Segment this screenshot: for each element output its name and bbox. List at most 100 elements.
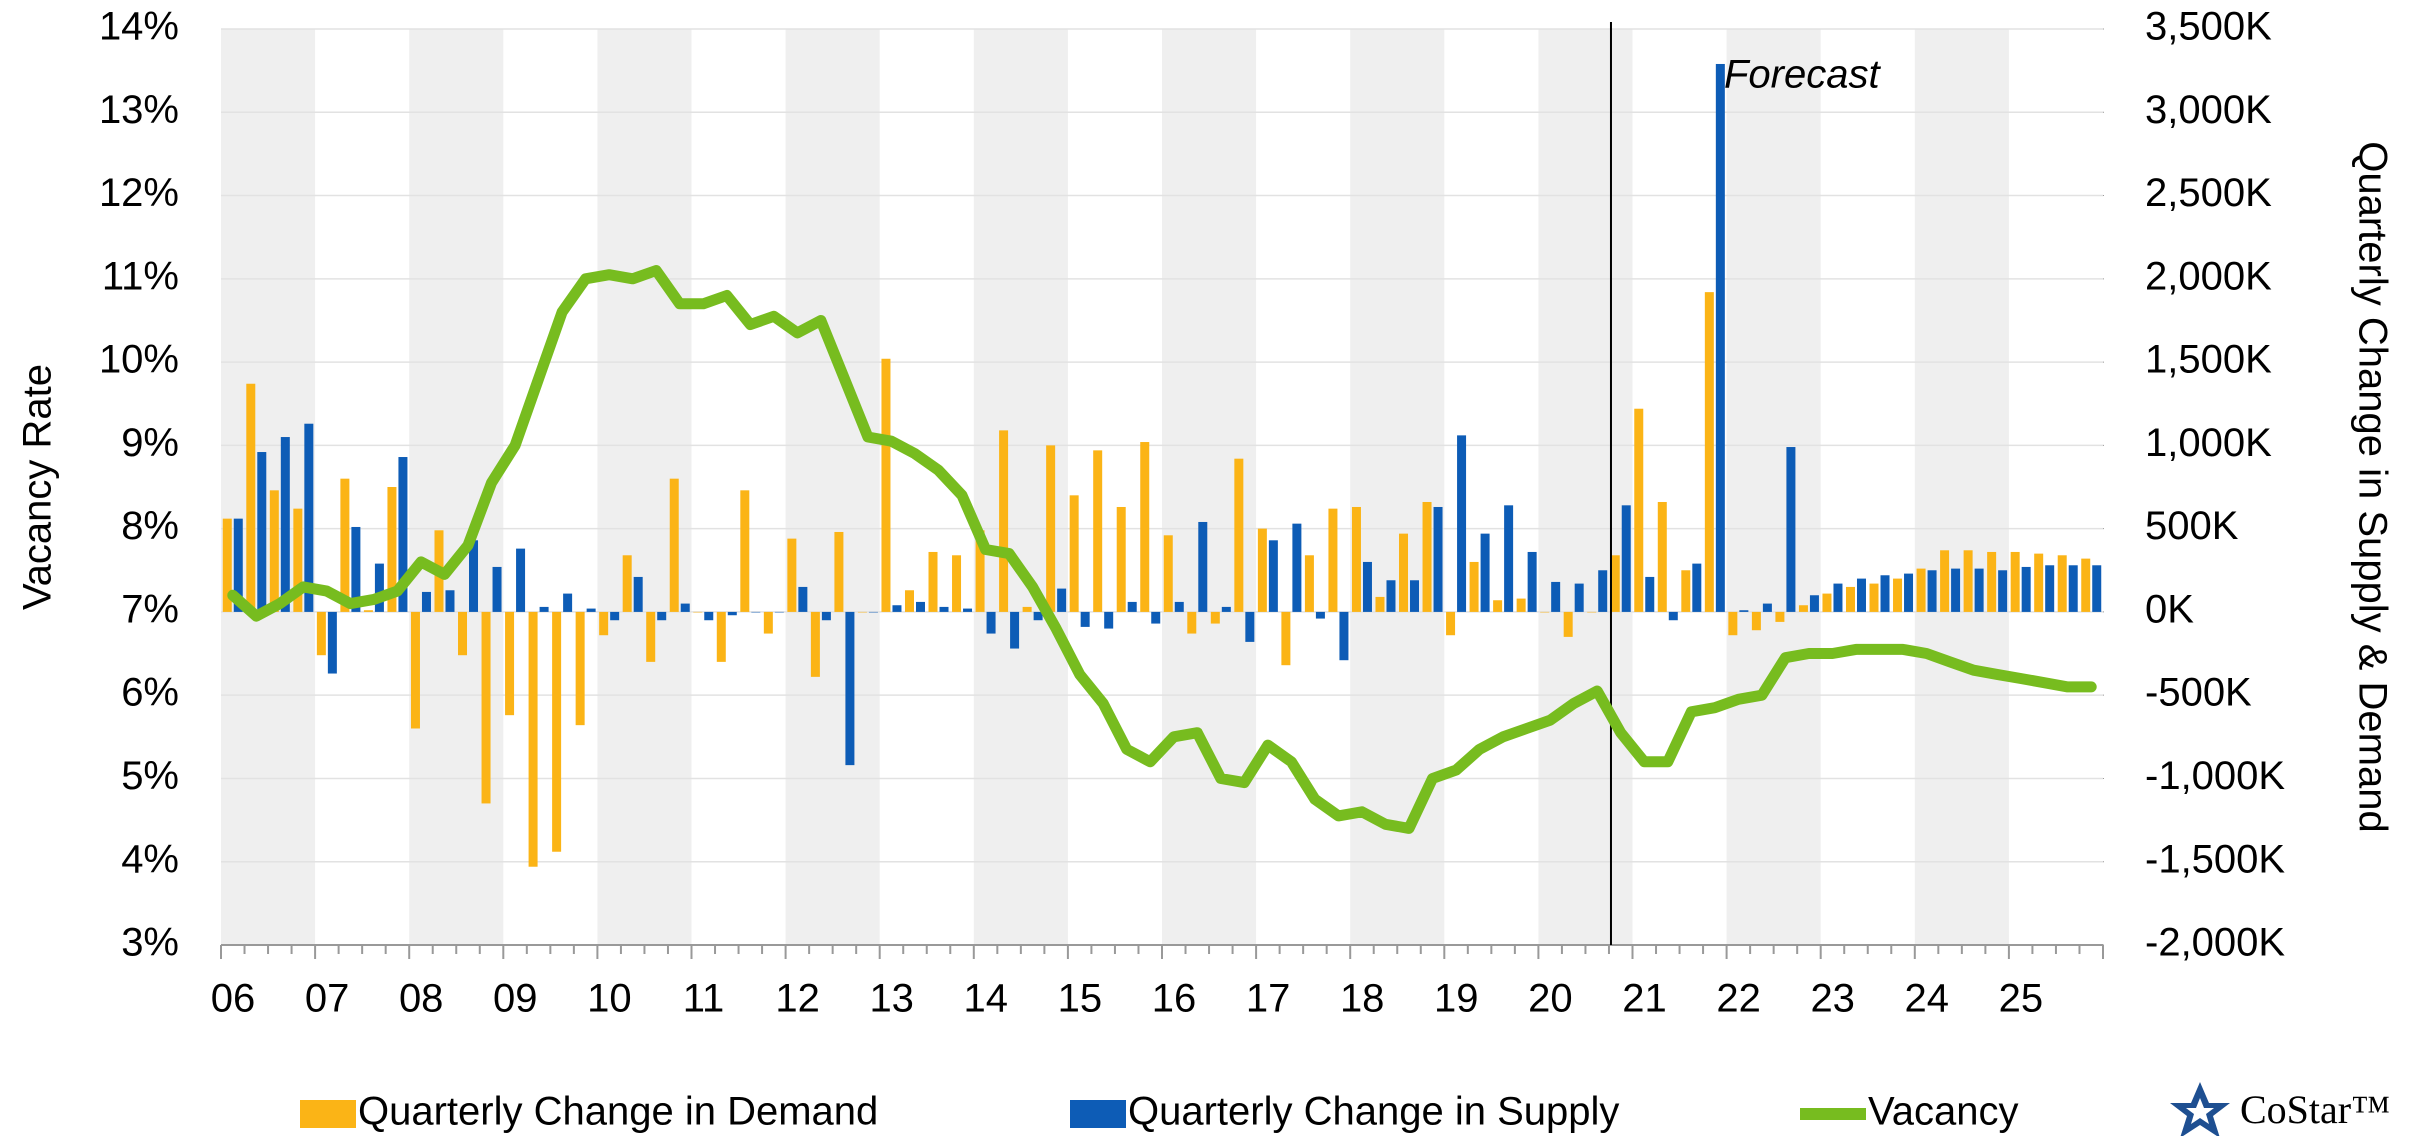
line bbox=[227, 265, 2097, 834]
bar bbox=[1940, 550, 1950, 612]
bar bbox=[1104, 611, 1114, 629]
y-tick-label: 11% bbox=[102, 254, 179, 298]
bar bbox=[516, 548, 526, 612]
bar bbox=[740, 490, 750, 612]
year-band bbox=[1538, 29, 1633, 945]
y2-tick-label: 1,500K bbox=[2145, 338, 2272, 382]
bar bbox=[1375, 596, 1385, 612]
bar bbox=[1809, 595, 1819, 612]
bar bbox=[1762, 603, 1772, 612]
bar bbox=[1069, 495, 1079, 612]
bar bbox=[599, 611, 609, 636]
bar bbox=[821, 611, 831, 621]
bar bbox=[774, 611, 784, 613]
bar bbox=[693, 611, 703, 613]
bar bbox=[421, 591, 431, 612]
y2-tick-label: 0K bbox=[2145, 587, 2194, 631]
x-tick-label: 22 bbox=[1716, 977, 1761, 1021]
bar bbox=[1739, 610, 1749, 612]
bar bbox=[2021, 566, 2031, 612]
x-tick-label: 06 bbox=[211, 977, 256, 1021]
bar bbox=[1174, 601, 1184, 612]
bar bbox=[1057, 588, 1067, 612]
y2-tick-label: 2,500K bbox=[2145, 171, 2272, 215]
bar bbox=[2068, 565, 2078, 612]
bar bbox=[469, 540, 479, 612]
bar bbox=[1904, 573, 1914, 612]
y2-tick-label: 500K bbox=[2145, 504, 2239, 548]
bar bbox=[1540, 611, 1550, 613]
bar bbox=[1080, 611, 1090, 627]
x-tick-label: 07 bbox=[305, 977, 350, 1021]
x-tick-label: 24 bbox=[1905, 977, 1950, 1021]
bar bbox=[633, 576, 643, 612]
y-tick-label: 4% bbox=[121, 837, 179, 881]
bar bbox=[1140, 442, 1150, 612]
bar bbox=[586, 608, 596, 612]
x-tick-label: 13 bbox=[869, 977, 914, 1021]
bar bbox=[340, 478, 350, 612]
bar bbox=[1422, 501, 1432, 612]
bar bbox=[1198, 521, 1208, 612]
bar bbox=[751, 611, 761, 613]
y-tick-label: 6% bbox=[121, 671, 179, 715]
bar bbox=[222, 518, 232, 612]
bar bbox=[2010, 551, 2020, 612]
bar bbox=[904, 590, 914, 612]
bar bbox=[1163, 535, 1173, 612]
bar bbox=[1116, 506, 1126, 612]
y2-tick-label: -1,000K bbox=[2145, 754, 2285, 798]
bar bbox=[952, 555, 962, 612]
y-axis-label: Vacancy Rate bbox=[16, 364, 60, 610]
bar bbox=[1493, 600, 1503, 612]
bar bbox=[1527, 551, 1537, 612]
bar bbox=[1692, 563, 1702, 612]
year-band bbox=[221, 29, 316, 945]
x-tick-label: 25 bbox=[1999, 977, 2044, 1021]
forecast-annotation: Forecast bbox=[1724, 53, 1881, 97]
bar bbox=[304, 423, 314, 612]
bar bbox=[834, 531, 844, 612]
bar bbox=[387, 487, 397, 612]
bar bbox=[881, 358, 891, 612]
bar bbox=[1598, 570, 1608, 612]
bar bbox=[505, 611, 515, 716]
bar bbox=[1457, 435, 1467, 612]
bar bbox=[1587, 611, 1597, 613]
bar bbox=[1046, 445, 1056, 612]
year-band bbox=[785, 29, 880, 945]
bar bbox=[1469, 561, 1479, 612]
bar bbox=[975, 530, 985, 612]
bar bbox=[787, 538, 797, 612]
bar bbox=[1281, 611, 1291, 666]
x-tick-label: 08 bbox=[399, 977, 444, 1021]
bar bbox=[727, 611, 737, 616]
bar bbox=[1574, 583, 1584, 612]
y2-tick-label: -1,500K bbox=[2145, 837, 2285, 881]
bar bbox=[293, 508, 303, 612]
bar bbox=[458, 611, 468, 656]
bar bbox=[1681, 570, 1691, 612]
bar bbox=[327, 611, 337, 674]
y-tick-label: 13% bbox=[99, 88, 179, 132]
bar bbox=[1869, 583, 1879, 612]
legend-label: Quarterly Change in Supply bbox=[1128, 1090, 1619, 1134]
bar bbox=[1610, 555, 1620, 612]
bar bbox=[2092, 565, 2102, 612]
bar bbox=[1822, 593, 1832, 612]
bar bbox=[1292, 523, 1302, 612]
bar bbox=[552, 611, 562, 852]
bar bbox=[1257, 528, 1267, 612]
x-tick-label: 15 bbox=[1058, 977, 1103, 1021]
bar bbox=[1987, 551, 1997, 612]
bar bbox=[1446, 611, 1456, 636]
bar bbox=[1339, 611, 1349, 661]
bar bbox=[528, 611, 538, 867]
y-tick-label: 3% bbox=[121, 921, 179, 965]
bar bbox=[1410, 580, 1420, 612]
bar bbox=[1728, 611, 1738, 636]
x-tick-label: 23 bbox=[1810, 977, 1855, 1021]
bar bbox=[233, 518, 243, 612]
bar bbox=[410, 611, 420, 729]
bar bbox=[1963, 550, 1973, 612]
